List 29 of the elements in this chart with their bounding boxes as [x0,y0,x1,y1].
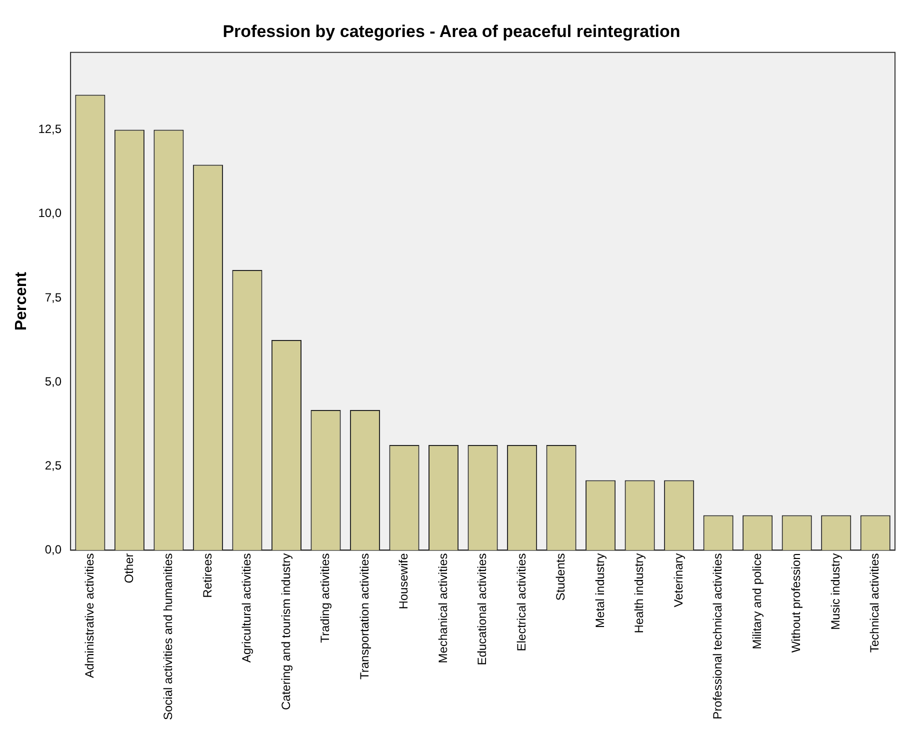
x-tick-label: Military and police [750,552,764,650]
x-tick-label: Trading activities [318,553,332,643]
x-tick-label: Health industry [632,553,646,634]
y-tick-label: 0,0 [44,542,62,557]
x-tick-label: Housewife [396,552,411,610]
x-tick-label: Retirees [200,553,214,598]
y-tick-label: 5,0 [44,374,62,388]
y-tick-label: 2,5 [44,458,62,472]
y-tick-label: 12,5 [38,122,62,136]
x-tick-label: Music industry [828,553,842,630]
x-tick-label: Social activities and humanities [161,553,176,720]
y-tick-label: 10,0 [38,206,62,220]
chart-title: Profession by categories - Area of peaceful reintegration [222,22,680,41]
x-tick-label: Metal industry [592,553,607,628]
y-tick-label: 7,5 [44,290,62,304]
x-tick-label: Professional technical activities [710,553,725,720]
x-tick-label: Administrative activities [82,553,96,678]
x-tick-label: Catering and tourism industry [278,553,293,710]
x-tick-label: Veterinary [671,553,686,608]
x-tick-label: Electrical activities [514,553,528,652]
x-tick-label: Agricultural activities [240,553,254,663]
x-tick-label: Other [122,553,136,584]
x-tick-label: Technical activities [868,553,882,653]
x-tick-label: Students [554,553,568,601]
x-tick-label: Educational activities [475,553,490,666]
x-tick-label: Mechanical activities [436,553,450,664]
x-tick-label: Transportation activities [357,553,372,680]
x-tick-label: Without profession [789,553,804,653]
y-axis-title: Percent [13,271,30,331]
